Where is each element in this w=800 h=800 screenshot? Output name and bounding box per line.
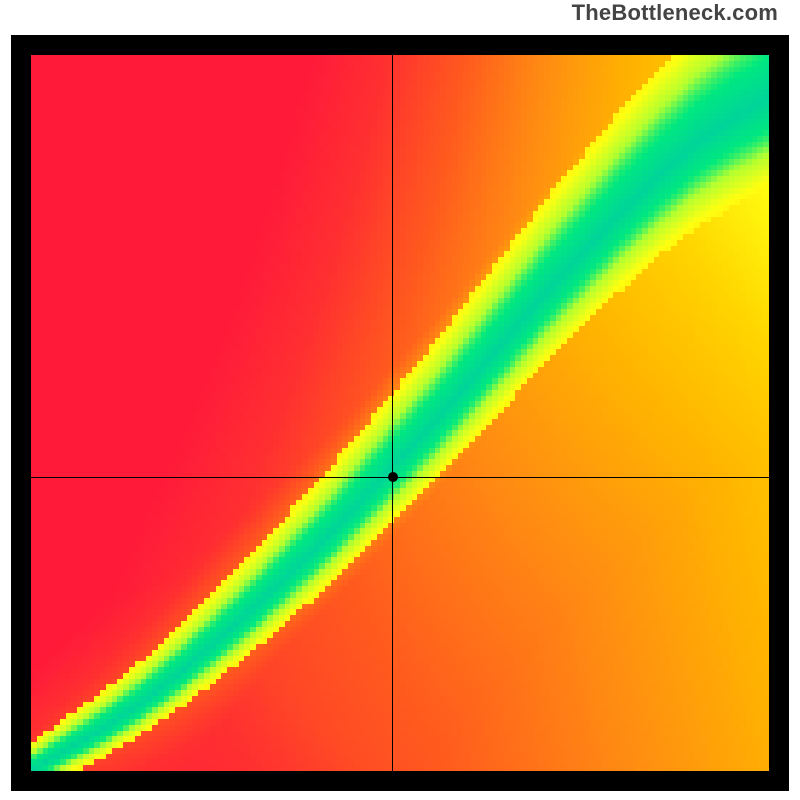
plot-outer-frame	[11, 35, 789, 791]
heatmap-canvas	[31, 55, 769, 771]
crosshair-horizontal	[31, 477, 769, 478]
watermark-text: TheBottleneck.com	[572, 0, 778, 26]
crosshair-vertical	[392, 55, 393, 771]
